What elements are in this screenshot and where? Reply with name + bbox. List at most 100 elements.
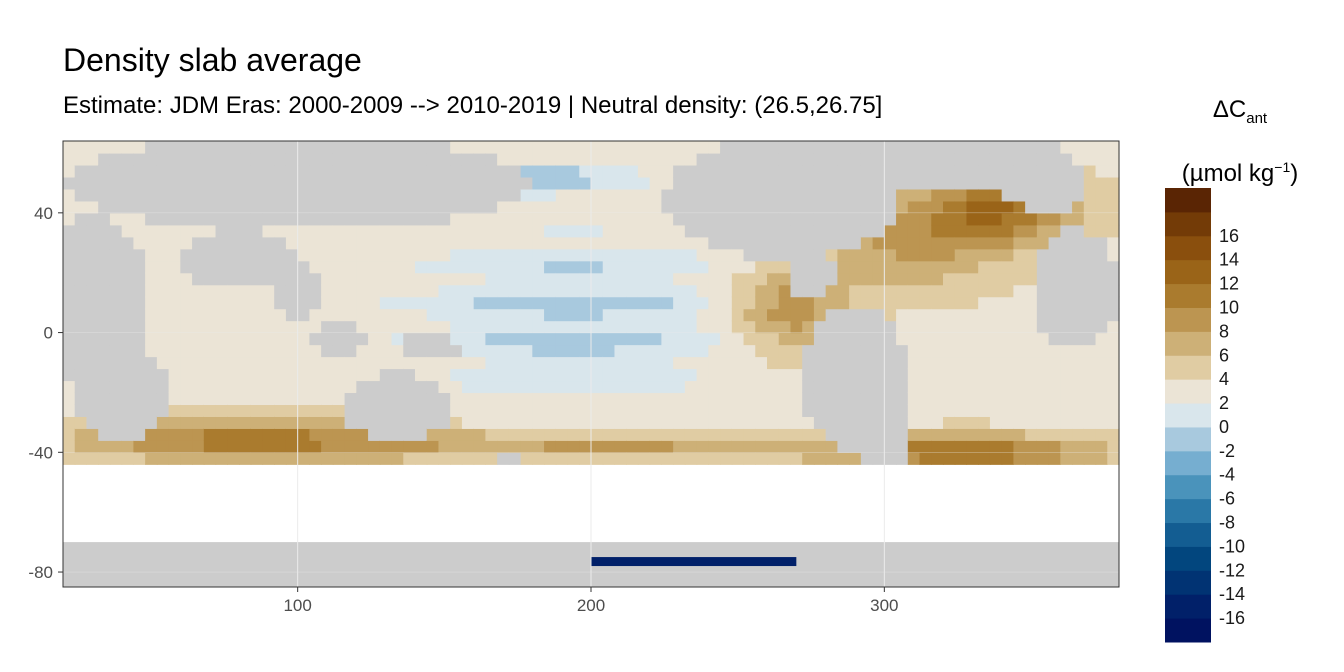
map-cell [919,260,932,274]
map-cell [156,428,170,441]
map-cell [637,224,651,238]
map-cell [1048,344,1061,358]
map-cell [907,440,921,453]
map-cell [978,452,991,465]
map-cell [485,344,498,358]
map-cell [497,404,510,417]
map-cell [109,212,123,226]
map-cell [109,141,123,154]
map-cell [954,344,968,358]
map-cell [802,152,815,166]
map-cell [966,272,979,286]
map-cell [1095,392,1108,406]
map-cell [567,380,580,394]
map-cell [825,248,838,262]
map-cell [450,248,463,262]
map-cell [966,176,979,190]
map-cell [1001,176,1014,190]
map-cell [731,176,745,190]
map-cell [450,188,463,202]
map-cell [98,224,111,238]
map-cell [168,308,181,322]
map-cell [872,236,885,250]
map-cell [1083,284,1097,298]
map-cell [1048,176,1061,190]
map-cell [438,188,451,202]
map-cell [297,152,310,166]
map-cell [684,224,698,238]
map-cell [156,188,170,202]
map-cell [614,212,627,226]
map-cell [591,452,604,465]
map-cell [297,212,310,226]
map-cell [262,236,275,250]
map-cell [63,356,76,370]
map-cell [309,308,322,322]
map-cell [98,176,111,190]
map-cell [203,248,217,262]
map-cell [579,368,592,382]
map-cell [86,224,99,238]
map-cell [415,332,428,346]
map-cell [1001,404,1014,417]
map-cell [98,368,111,382]
map-cell [86,200,99,214]
map-cell [98,452,111,465]
map-cell [203,212,217,226]
map-cell [943,320,956,334]
map-cell [989,452,1003,465]
map-cell [227,164,240,178]
map-cell [860,164,874,178]
map-cell [473,212,486,226]
map-cell [555,308,569,322]
map-cell [708,272,721,286]
map-cell [368,368,381,382]
map-cell [520,404,533,417]
map-cell [661,440,674,453]
map-cell [344,284,357,298]
map-cell [438,440,451,453]
legend-swatch [1165,403,1211,428]
map-cell [978,380,991,394]
map-cell [591,260,604,274]
map-cell [1001,224,1014,238]
map-cell [508,332,522,346]
map-cell [63,416,76,429]
map-cell [344,260,357,274]
map-cell [966,224,979,238]
map-cell [156,141,170,154]
map-cell [297,248,310,262]
map-cell [532,332,545,346]
map-cell [344,308,357,322]
map-cell [1072,392,1085,406]
map-cell [931,200,944,214]
map-cell [544,308,557,322]
map-cell [872,356,885,370]
map-cell [274,440,287,453]
map-cell [1036,152,1050,166]
map-cell [860,152,874,166]
map-cell [508,224,522,238]
map-cell [321,380,334,394]
map-cell [74,188,88,202]
map-cell [778,284,792,298]
map-cell [86,188,99,202]
map-cell [1025,284,1038,298]
map-cell [520,344,533,358]
map-cell [743,308,756,322]
map-cell [180,272,193,286]
map-cell [86,272,99,286]
map-cell [285,308,299,322]
map-cell [1013,152,1026,166]
legend-swatch [1165,355,1211,380]
map-cell [485,332,498,346]
map-cell [86,260,99,274]
map-cell [943,296,956,310]
map-cell [227,188,240,202]
map-cell [743,284,756,298]
map-cell [637,236,651,250]
map-cell [1013,356,1026,370]
map-cell [250,284,264,298]
map-cell [602,344,616,358]
